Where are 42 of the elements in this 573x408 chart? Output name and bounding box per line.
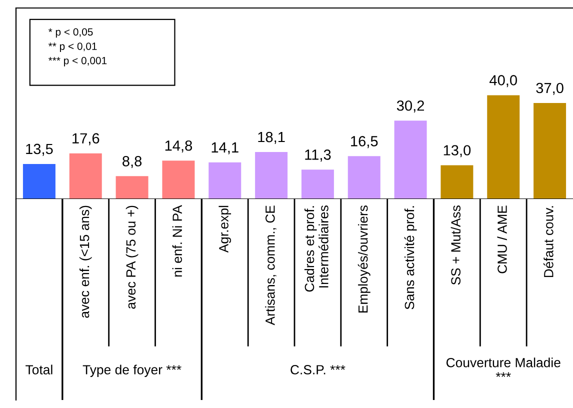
bar (255, 152, 288, 199)
text: *** p < 0,001 (48, 56, 107, 66)
x-tick-label: avec enf. (<15 ans) (79, 206, 92, 318)
text: ** p < 0,01 (48, 42, 97, 52)
data-label: 11,3 (305, 150, 331, 162)
bar (394, 120, 427, 199)
text: * p < 0,05 (48, 28, 93, 38)
x-tick-label: Employés/ouvriers (358, 206, 370, 312)
data-label: 13,5 (26, 144, 53, 156)
data-label: 17,6 (72, 133, 100, 146)
bar (534, 102, 566, 199)
data-label: 13,0 (444, 145, 471, 158)
x-tick-label: avec PA (75 ou +) (126, 206, 138, 309)
text: Type de foyer *** (82, 364, 182, 378)
data-label: 40,0 (490, 75, 517, 88)
x-tick-label: SS + Mut/Ass (450, 206, 460, 285)
text: Couverture Maladie *** (446, 358, 560, 377)
data-label: 18,1 (258, 132, 285, 144)
x-tick-label: Agr.expl (218, 206, 232, 253)
bar (301, 170, 334, 199)
x-tick-label: CMU / AME (497, 206, 507, 274)
data-label: 14,1 (212, 142, 238, 154)
x-tick-label: ni enf. Ni PA (172, 205, 182, 277)
x-tick-label: Sans activité prof. (404, 206, 417, 310)
bar (487, 95, 520, 199)
bar (162, 160, 195, 199)
text: Total (26, 364, 52, 374)
bar (116, 176, 148, 199)
data-label: 14,8 (165, 140, 192, 152)
bar (69, 153, 102, 199)
data-label: 30,2 (396, 100, 424, 113)
x-tick-label: Cadres et prof. Intermédiaires (304, 206, 328, 292)
bar (440, 165, 474, 199)
data-label: 37,0 (536, 82, 564, 95)
bar (22, 164, 56, 199)
data-label: 16,5 (351, 136, 378, 148)
text: C.S.P. *** (290, 365, 346, 374)
x-tick-label: Artisans, comm., CE (265, 206, 276, 326)
bar (348, 156, 380, 199)
x-tick-label: Défaut couv. (543, 206, 554, 278)
data-label: 8,8 (122, 156, 142, 168)
bar (208, 162, 242, 199)
